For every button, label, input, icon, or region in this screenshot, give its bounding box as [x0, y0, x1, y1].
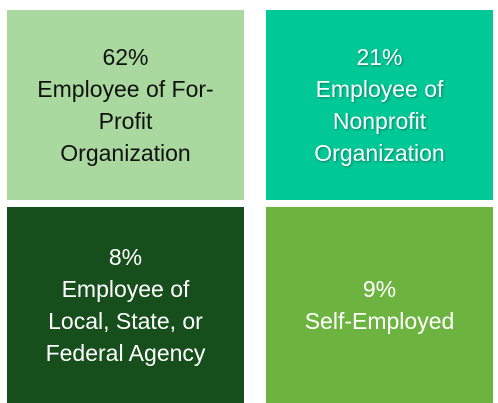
category-label: Employee of Local, State, or Federal Age… — [45, 276, 206, 366]
value-label: 8% — [108, 244, 143, 270]
category-label: Self-Employed — [304, 308, 455, 334]
tile: 9% Self-Employed — [266, 207, 493, 403]
category-label: Employee of For-Profit Organization — [37, 76, 214, 166]
value-label: 62% — [102, 44, 149, 70]
category-label: Employee of Nonprofit Organization — [314, 76, 445, 166]
tile: 21% Employee of Nonprofit Organization — [266, 10, 493, 200]
value-label: 21% — [356, 44, 403, 70]
tile: 62% Employee of For-Profit Organization — [7, 10, 244, 200]
tile: 8% Employee of Local, State, or Federal A… — [7, 207, 244, 403]
value-label: 9% — [362, 276, 397, 302]
